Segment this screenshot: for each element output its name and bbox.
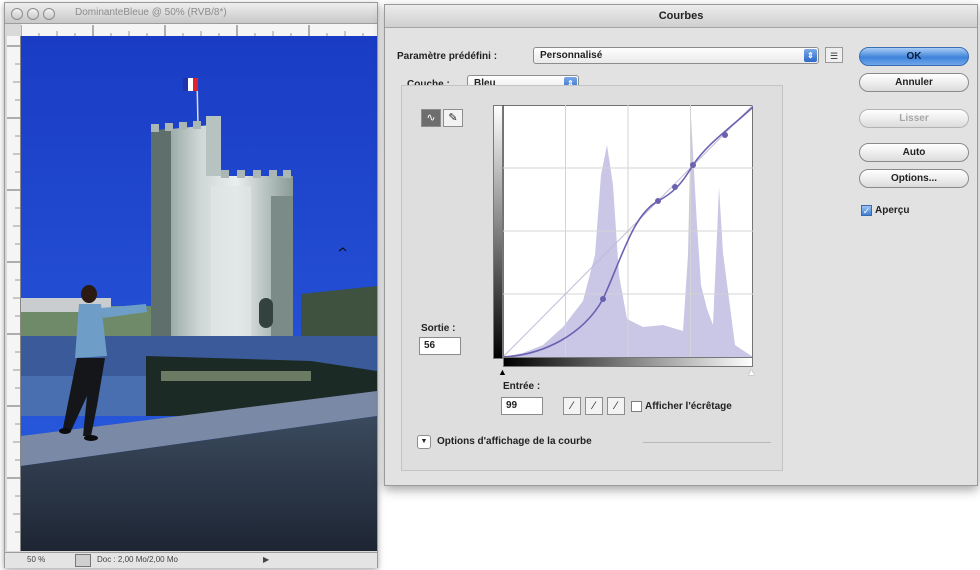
document-window: DominanteBleue @ 50% (RVB/8*): [4, 2, 378, 568]
dialog-titlebar: Courbes: [385, 5, 977, 28]
channel-label: Couche :: [407, 79, 450, 90]
document-status-bar: 50 % Doc : 2,00 Mo/2,00 Mo ▶: [5, 552, 377, 568]
input-label: Entrée :: [503, 381, 541, 392]
white-eyedropper-icon[interactable]: ⁄: [607, 397, 625, 415]
tower-photo: [21, 36, 377, 551]
white-point-slider-icon[interactable]: ▲: [747, 367, 756, 377]
minimize-icon[interactable]: [27, 8, 39, 20]
black-eyedropper-icon[interactable]: ⁄: [563, 397, 581, 415]
output-gradient-bar: [493, 105, 503, 359]
gray-eyedropper-icon[interactable]: ⁄: [585, 397, 603, 415]
pencil-icon[interactable]: ✎: [443, 109, 463, 127]
baseline-diagonal: [503, 105, 753, 357]
smooth-button[interactable]: Lisser: [859, 109, 969, 128]
preset-options-icon[interactable]: ☰: [825, 47, 843, 63]
options-button[interactable]: Options...: [859, 169, 969, 188]
preview-checkbox[interactable]: ✓: [861, 205, 872, 216]
status-page-icon[interactable]: [75, 554, 91, 567]
output-label: Sortie :: [421, 323, 456, 334]
select-arrows-icon: ⇕: [804, 49, 817, 62]
status-menu-arrow-icon[interactable]: ▶: [263, 555, 270, 564]
preset-select[interactable]: Personnalisé ⇕: [533, 47, 819, 64]
curve-points[interactable]: [600, 132, 728, 302]
curve-options-label: Options d'affichage de la courbe: [437, 436, 592, 447]
disclosure-triangle-icon[interactable]: ▼: [417, 435, 431, 449]
curve-point-icon[interactable]: ∿: [421, 109, 441, 127]
dialog-title: Courbes: [658, 10, 704, 22]
vertical-ruler[interactable]: [7, 36, 21, 551]
preview-label: Aperçu: [875, 205, 910, 216]
input-value-field[interactable]: 99: [501, 397, 543, 415]
preset-label: Paramètre prédéfini :: [397, 51, 498, 62]
close-icon[interactable]: [11, 8, 23, 20]
zoom-icon[interactable]: [43, 8, 55, 20]
image-canvas[interactable]: [21, 36, 377, 551]
zoom-level[interactable]: 50 %: [27, 555, 46, 564]
input-gradient-bar: [503, 357, 753, 367]
curves-dialog: Courbes Paramètre prédéfini : Personnali…: [384, 4, 978, 486]
curve-graph[interactable]: [503, 105, 753, 357]
ruler-ticks-vertical: [7, 45, 20, 533]
document-title: DominanteBleue @ 50% (RVB/8*): [75, 7, 227, 18]
show-clipping-checkbox[interactable]: [631, 401, 642, 412]
cancel-button[interactable]: Annuler: [859, 73, 969, 92]
auto-button[interactable]: Auto: [859, 143, 969, 162]
output-value-field[interactable]: 56: [419, 337, 461, 355]
black-point-slider-icon[interactable]: ▲: [498, 367, 507, 377]
tone-curve[interactable]: [503, 106, 753, 357]
channel-value: Bleu: [474, 78, 496, 89]
separator: [643, 442, 771, 443]
show-clipping-label: Afficher l'écrêtage: [645, 401, 732, 412]
ok-button[interactable]: OK: [859, 47, 969, 66]
preset-value: Personnalisé: [540, 50, 603, 61]
document-size-info: Doc : 2,00 Mo/2,00 Mo: [97, 555, 178, 564]
document-titlebar: DominanteBleue @ 50% (RVB/8*): [5, 3, 377, 24]
